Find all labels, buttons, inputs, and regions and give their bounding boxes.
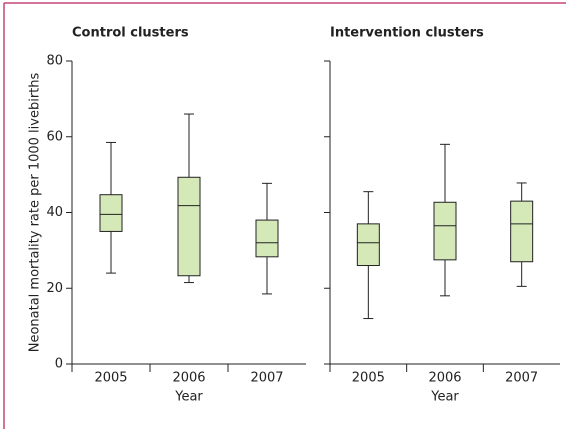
box: [510, 200, 534, 263]
box: [356, 223, 380, 267]
x-tick-label: 2006: [172, 371, 205, 386]
y-tick-label: 20: [46, 281, 63, 296]
x-tick-label: 2006: [428, 371, 461, 386]
box: [433, 201, 457, 261]
x-tick-label: 2005: [352, 371, 385, 386]
x-tick-label: 2005: [94, 371, 127, 386]
x-axis-label: Year: [430, 390, 459, 405]
x-tick-label: 2007: [250, 371, 283, 386]
panel-title: Control clusters: [72, 26, 189, 41]
y-tick-label: 80: [46, 54, 63, 69]
box: [177, 176, 201, 277]
y-tick-label: 40: [46, 205, 63, 220]
y-tick-label: 0: [55, 357, 63, 372]
box: [255, 219, 279, 258]
y-axis-label: Neonatal mortality rate per 1000 livebir…: [28, 72, 43, 352]
y-tick-label: 60: [46, 129, 63, 144]
box: [99, 194, 123, 232]
panel-title: Intervention clusters: [330, 26, 484, 41]
x-tick-label: 2007: [505, 371, 538, 386]
x-axis-label: Year: [174, 390, 203, 405]
